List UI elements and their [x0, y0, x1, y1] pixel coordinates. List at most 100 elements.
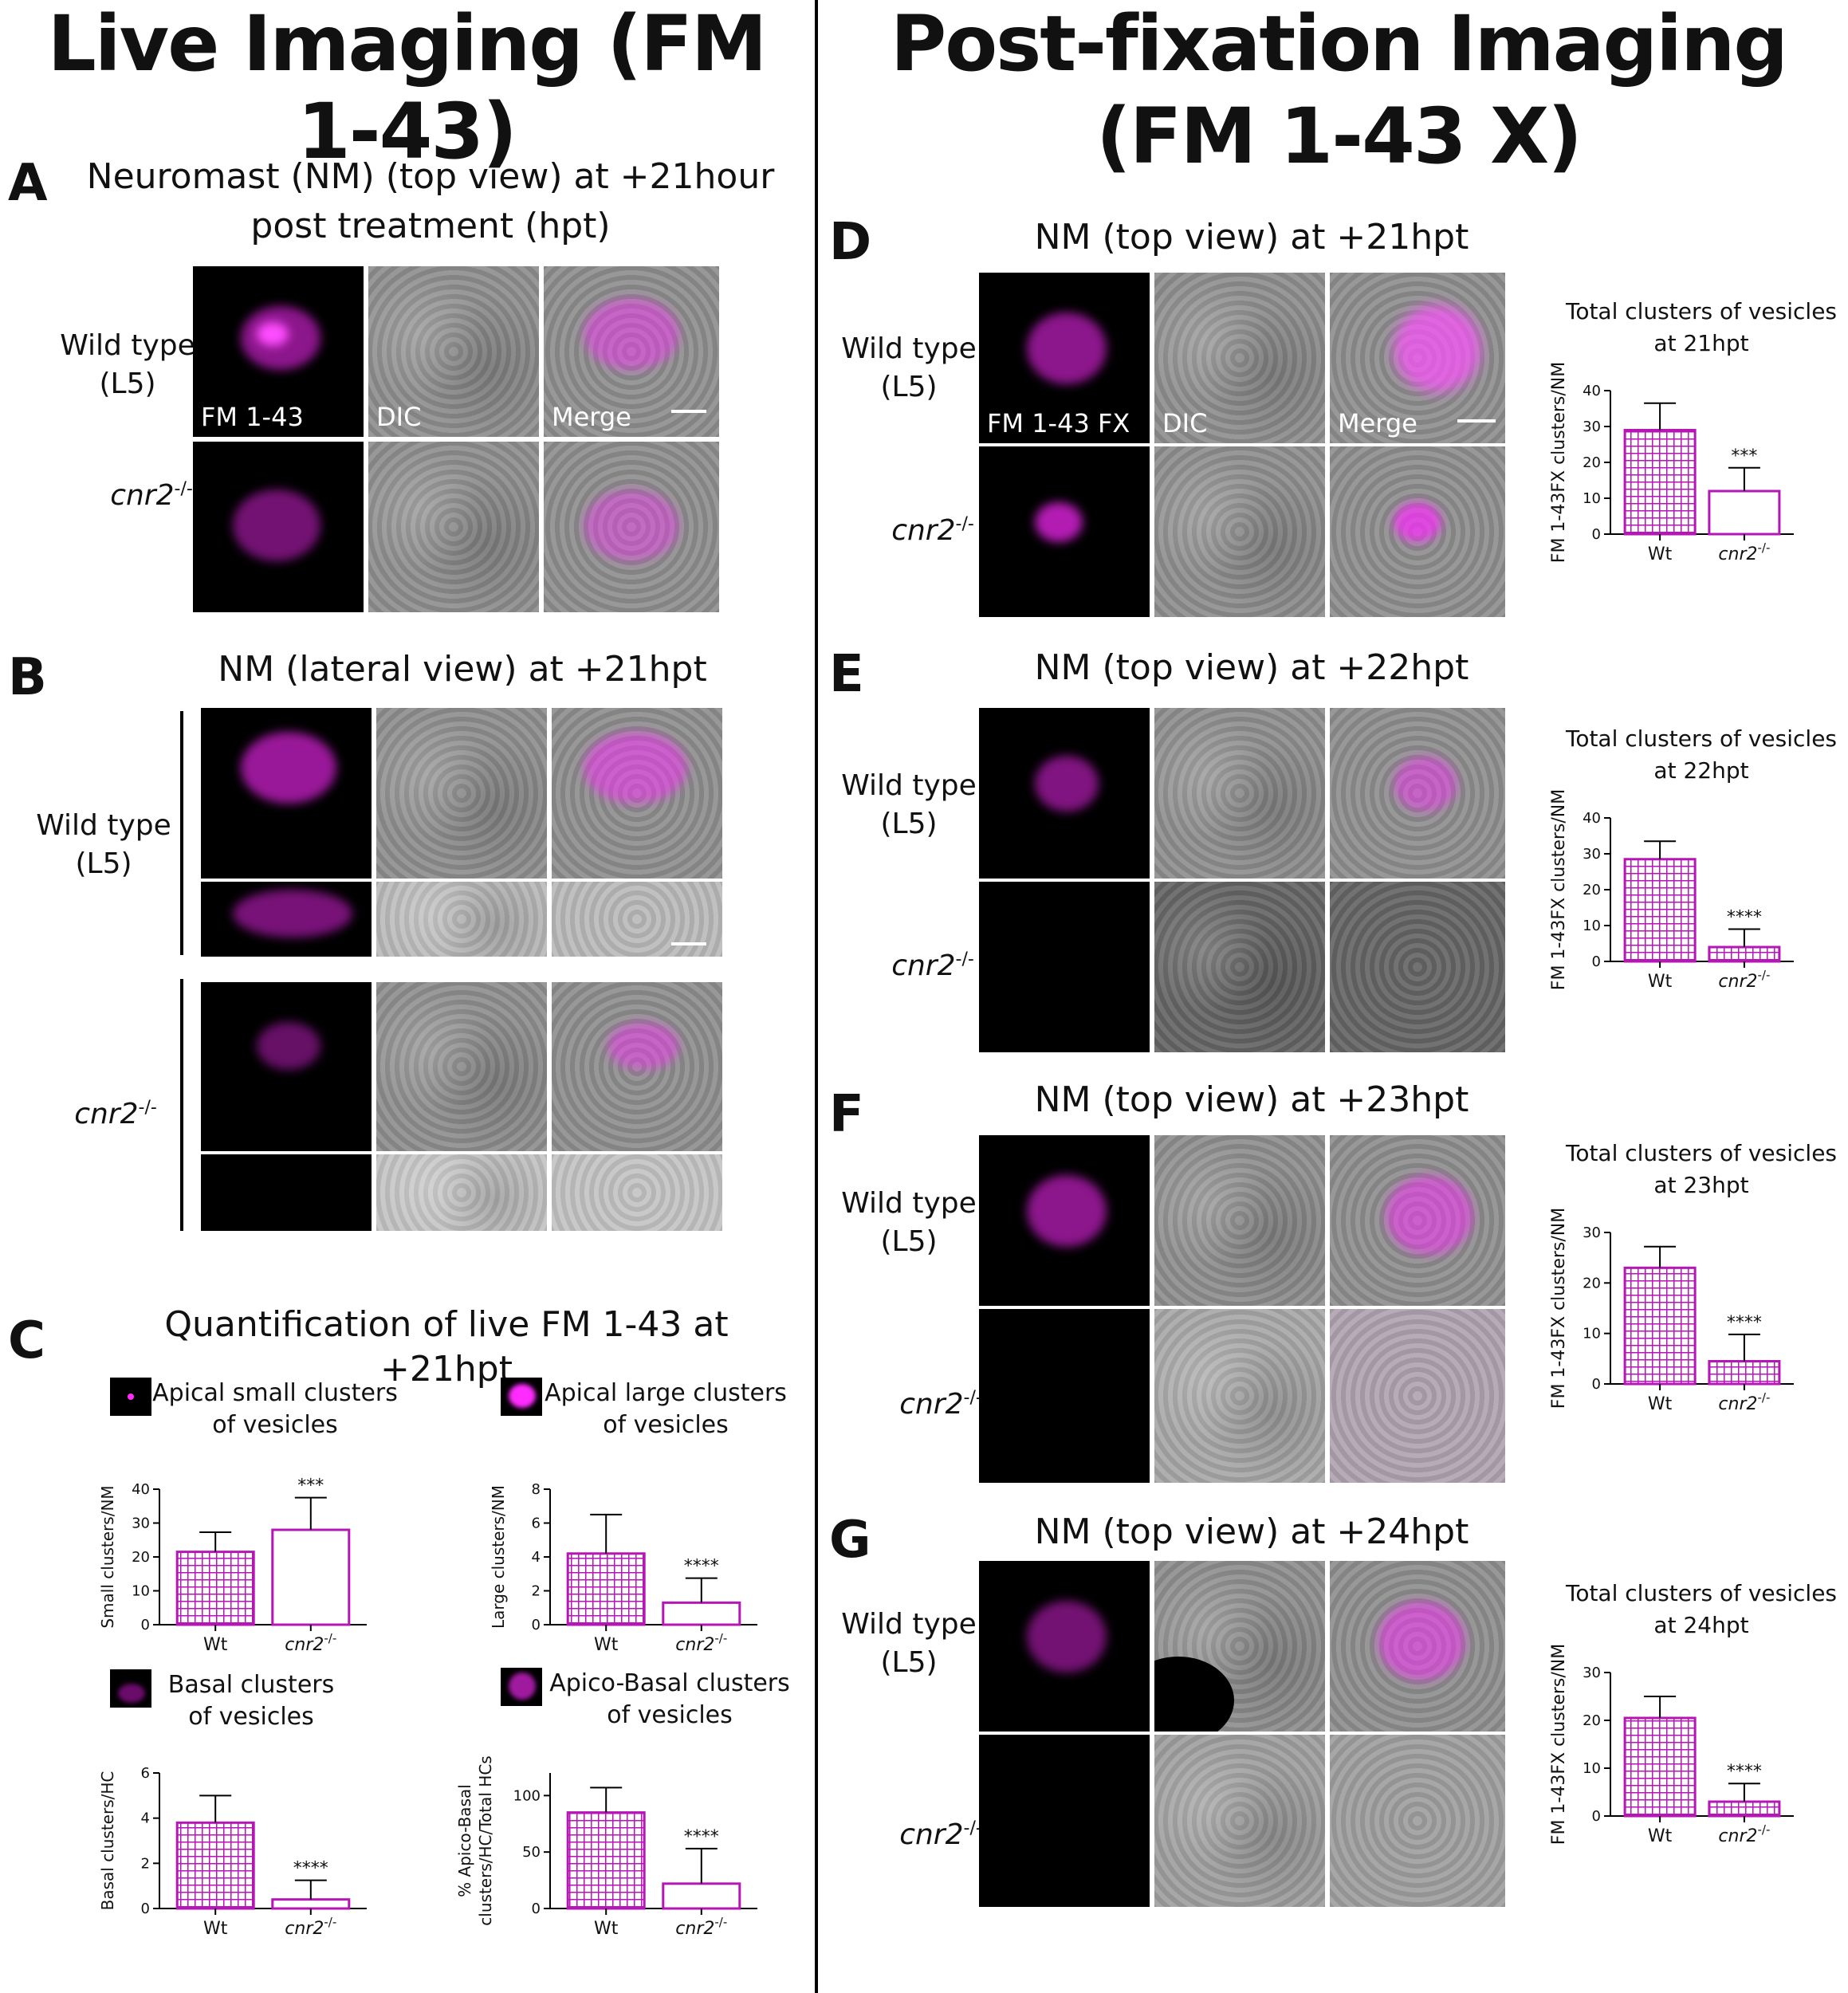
- y-axis-label: Small clusters/NM: [98, 1485, 117, 1628]
- y-tick-label: 0: [532, 1617, 541, 1633]
- panel-a-title-line2: post treatment (hpt): [250, 206, 611, 246]
- f-mut-merge-image: [1330, 1309, 1505, 1483]
- b-mut-fm-top-image: [201, 982, 372, 1151]
- center-divider: [815, 0, 818, 1993]
- d-mut-dic-image: [1154, 446, 1325, 617]
- significance-label: ****: [684, 1827, 719, 1847]
- f-wt-merge-image: [1330, 1135, 1505, 1306]
- legend-line2: of vesicles: [188, 1703, 314, 1731]
- wt-line2: (L5): [880, 808, 938, 840]
- legend-swatch-apico-basal: [501, 1668, 542, 1706]
- y-tick-label: 2: [141, 1855, 150, 1872]
- y-tick-label: 0: [1592, 1376, 1601, 1393]
- y-tick-label: 40: [1583, 810, 1601, 827]
- b-wt-merge-top-image: [552, 708, 722, 879]
- a-wt-fm-image: FM 1-43: [193, 266, 364, 437]
- wt-line2: (L5): [880, 1225, 938, 1258]
- x-tick-sup: -/-: [324, 1631, 336, 1645]
- y-tick-label: 30: [1583, 419, 1601, 435]
- bar-wt: [1623, 1716, 1697, 1818]
- mut-sup: -/-: [963, 1388, 982, 1408]
- mut-name: cnr2: [899, 1818, 964, 1851]
- e-mut-merge-image: [1330, 882, 1505, 1052]
- b-wt-merge-side-image: [552, 882, 722, 957]
- x-tick-sup: -/-: [1758, 968, 1771, 982]
- y-tick-label: 0: [1592, 1808, 1601, 1825]
- wt-line1: Wild type: [841, 769, 977, 802]
- panel-a-wt-label: Wild type (L5): [48, 327, 207, 403]
- legend-line2: of vesicles: [603, 1411, 729, 1439]
- y-tick-label: 10: [1583, 918, 1601, 934]
- y-tick-label: 4: [141, 1810, 150, 1827]
- y-tick-label: 20: [1583, 454, 1601, 471]
- panel-e-wt-label: Wild type (L5): [829, 767, 989, 843]
- panel-b-wt-label: Wild type (L5): [24, 807, 183, 883]
- y-axis-label: FM 1-43FX clusters/NM: [1549, 789, 1569, 990]
- f-wt-fm-image: [979, 1135, 1150, 1306]
- wt-line1: Wild type: [841, 1187, 977, 1220]
- a-wt-merge-image: Merge: [544, 266, 719, 437]
- y-tick-label: 20: [1583, 1275, 1601, 1291]
- a-mut-fm-image: [193, 442, 364, 612]
- y-tick-label: 40: [132, 1481, 150, 1498]
- legend-line1: Apical small clusters: [152, 1379, 398, 1407]
- legend-apico-basal: Apico-Basal clusters of vesicles: [542, 1668, 797, 1732]
- f-wt-dic-image: [1154, 1135, 1325, 1306]
- y-tick-label: 100: [513, 1787, 541, 1804]
- panel-f-wt-label: Wild type (L5): [829, 1185, 989, 1261]
- panel-a-label: A: [8, 154, 48, 213]
- a-mut-dic-image: [368, 442, 539, 612]
- chart-g: Total clusters of vesicles at 24hpt FM 1-4…: [1549, 1580, 1837, 1846]
- b-mut-merge-side-image: [552, 1154, 722, 1231]
- legend-line2: of vesicles: [212, 1411, 338, 1439]
- y-tick-label: 30: [132, 1515, 150, 1532]
- y-axis-label: FM 1-43FX clusters/NM: [1549, 1208, 1569, 1409]
- bar-wt: [1623, 429, 1697, 536]
- x-tick-sup: -/-: [1758, 1822, 1771, 1837]
- d-mut-merge-image: [1330, 446, 1505, 617]
- x-tick-sup: -/-: [324, 1915, 336, 1929]
- panel-g-wt-label: Wild type (L5): [829, 1606, 989, 1682]
- panel-c-title: Quantification of live FM 1-43 at +21hpt: [164, 1304, 729, 1390]
- y-tick-label: 0: [532, 1901, 541, 1917]
- chart-f: Total clusters of vesicles at 23hpt FM 1-4…: [1549, 1140, 1837, 1414]
- legend-swatch-apical-small: [110, 1378, 151, 1416]
- significance-label: ***: [1731, 446, 1757, 466]
- chart-c4: % Apico-Basal clusters/HC/Total HCs 0 50 100…: [455, 1755, 757, 1939]
- panel-g-mut-label: cnr2-/-: [877, 1810, 1005, 1854]
- d-fm-label: FM 1-43 FX: [987, 408, 1130, 438]
- b-mut-fm-side-image: [201, 1154, 372, 1231]
- bar-cnr2: [271, 1528, 351, 1626]
- panel-e-label: E: [829, 645, 864, 704]
- g-mut-dic-image: [1154, 1735, 1325, 1907]
- b-wt-dic-side-image: [376, 882, 547, 957]
- y-axis-label: FM 1-43FX clusters/NM: [1549, 1644, 1569, 1845]
- significance-label: ****: [293, 1859, 328, 1879]
- legend-line1: Basal clusters: [167, 1671, 335, 1699]
- right-heading-line2: (FM 1-43 X): [1096, 92, 1583, 181]
- legend-line1: Apico-Basal clusters: [549, 1669, 790, 1697]
- bar-wt: [1623, 1266, 1697, 1386]
- y-axis-label: Large clusters/NM: [489, 1485, 508, 1629]
- y-tick-label: 30: [1583, 1665, 1601, 1681]
- y-tick-label: 30: [1583, 1224, 1601, 1241]
- y-tick-label: 40: [1583, 383, 1601, 399]
- d-wt-dic-image: DIC: [1154, 273, 1325, 443]
- b-mut-dic-top-image: [376, 982, 547, 1151]
- y-tick-label: 10: [1583, 1326, 1601, 1342]
- mut-sup: -/-: [963, 1818, 982, 1838]
- legend-apical-small: Apical small clusters of vesicles: [151, 1378, 399, 1441]
- wt-line2: (L5): [880, 1646, 938, 1679]
- legend-swatch-basal: [110, 1669, 151, 1708]
- y-tick-label: 10: [132, 1583, 150, 1600]
- chart-title: Total clusters of vesicles: [1565, 1580, 1837, 1606]
- a-merge-label: Merge: [552, 402, 631, 432]
- panel-d-wt-label: Wild type (L5): [829, 330, 989, 407]
- x-tick-label: cnr2-/-: [1718, 541, 1770, 564]
- bar-wt: [175, 1551, 255, 1626]
- wt-line1: Wild type: [841, 332, 977, 365]
- x-tick-sup: -/-: [1758, 1390, 1771, 1405]
- b-mut-dic-side-image: [376, 1154, 547, 1231]
- a-mut-merge-image: [544, 442, 719, 612]
- panel-a-title-line1: Neuromast (NM) (top view) at +21hour: [86, 156, 775, 197]
